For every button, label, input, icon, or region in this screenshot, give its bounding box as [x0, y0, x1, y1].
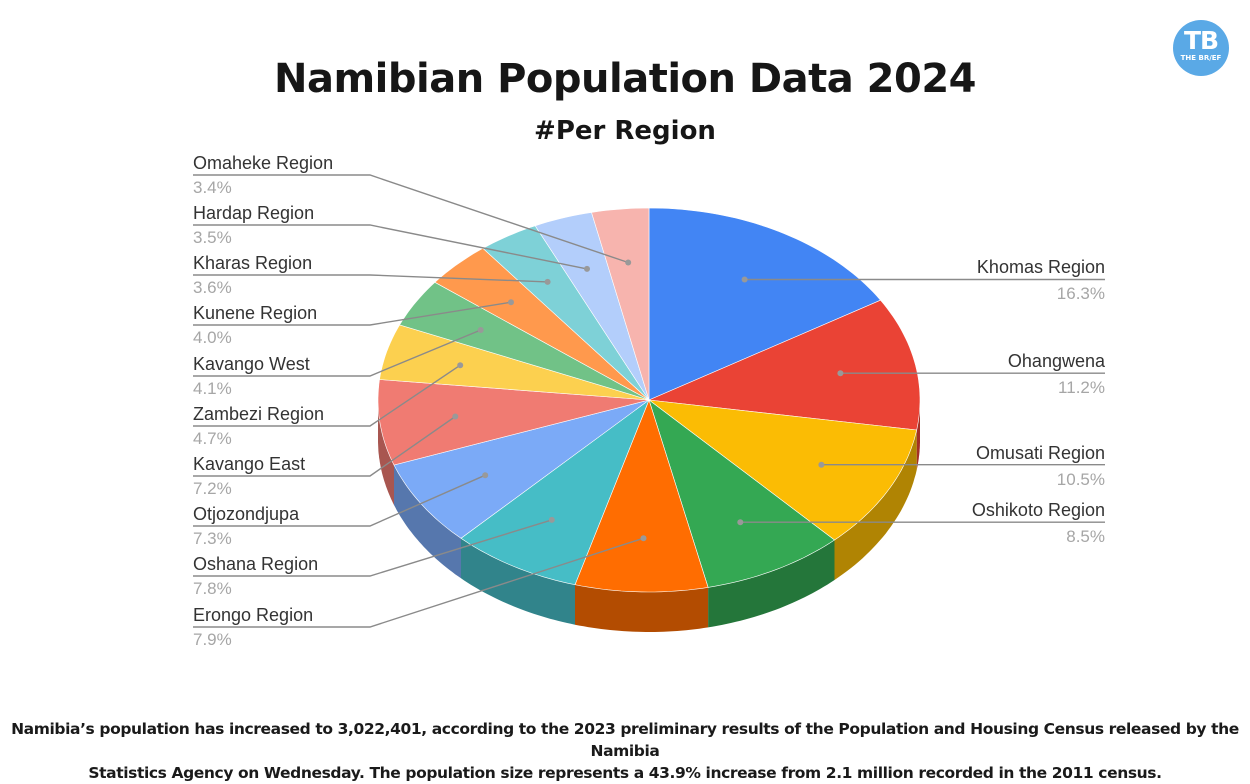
label-erongo-region: Erongo Region — [193, 605, 314, 625]
label-kavango-west: Kavango West — [193, 354, 310, 374]
pie-slices — [377, 207, 921, 593]
the-brief-logo: TB THE BR/EF — [1173, 20, 1229, 76]
value-oshana-region: 7.8% — [193, 579, 232, 598]
page-subtitle: #Per Region — [534, 116, 716, 146]
pie-side-kavango-east — [378, 400, 394, 505]
pie-slice-khomas-region[interactable] — [648, 207, 881, 401]
value-kharas-region: 3.6% — [193, 278, 232, 297]
label-ohangwena: Ohangwena — [1007, 351, 1105, 372]
pie-side-otjozondjupa — [394, 465, 461, 579]
label-kavango-east: Kavango East — [193, 454, 306, 474]
logo-name: THE BR/EF — [1180, 54, 1222, 62]
pie-side-walls — [378, 400, 920, 632]
pie-slice-oshikoto-region[interactable] — [648, 399, 836, 588]
pie-side-omusati-region — [834, 430, 917, 580]
value-omusati-region: 10.5% — [1056, 469, 1105, 489]
label-kharas-region: Kharas Region — [193, 253, 313, 273]
footer-caption: Namibia’s population has increased to 3,… — [0, 718, 1250, 784]
pie-side-erongo-region — [575, 584, 709, 632]
value-kavango-east: 7.2% — [193, 479, 232, 498]
label-otjozondjupa: Otjozondjupa — [193, 504, 300, 524]
pie-slice-omaheke-region[interactable] — [591, 207, 650, 401]
pie-slice-oshana-region[interactable] — [460, 399, 650, 586]
pie-slice-kavango-east[interactable] — [377, 379, 650, 466]
pie-slice-erongo-region[interactable] — [574, 399, 709, 593]
value-zambezi-region: 4.7% — [193, 429, 232, 448]
value-hardap-region: 3.5% — [193, 228, 232, 247]
pie-side-oshikoto-region — [708, 540, 835, 628]
label-omaheke-region: Omaheke Region — [193, 153, 334, 173]
pie-slice-kharas-region[interactable] — [482, 225, 650, 401]
label-oshikoto-region: Oshikoto Region — [971, 500, 1105, 521]
pie-slice-omusati-region[interactable] — [647, 399, 918, 541]
value-khomas-region: 16.3% — [1056, 284, 1105, 304]
pie-slice-hardap-region[interactable] — [534, 212, 650, 401]
footer-line-1: Namibia’s population has increased to 3,… — [11, 720, 1239, 760]
label-omusati-region: Omusati Region — [975, 442, 1105, 463]
callout-lines — [193, 174, 1105, 628]
footer-line-2: Statistics Agency on Wednesday. The popu… — [88, 764, 1162, 782]
label-oshana-region: Oshana Region — [193, 554, 319, 574]
value-omaheke-region: 3.4% — [193, 178, 232, 197]
value-oshikoto-region: 8.5% — [1066, 527, 1105, 547]
value-otjozondjupa: 7.3% — [193, 529, 232, 548]
pie-slice-ohangwena[interactable] — [647, 299, 921, 431]
logo-initials: TB — [1183, 26, 1219, 55]
pie-slice-otjozondjupa[interactable] — [393, 399, 650, 539]
value-erongo-region: 7.9% — [193, 630, 232, 649]
value-ohangwena: 11.2% — [1058, 378, 1105, 398]
label-kunene-region: Kunene Region — [193, 303, 318, 323]
pie-side-ohangwena — [916, 400, 920, 470]
label-zambezi-region: Zambezi Region — [193, 404, 325, 424]
pie-side-oshana-region — [461, 538, 575, 625]
label-hardap-region: Hardap Region — [193, 203, 315, 223]
value-kunene-region: 4.0% — [193, 328, 232, 347]
value-kavango-west: 4.1% — [193, 379, 232, 398]
page-title: Namibian Population Data 2024 — [274, 56, 976, 102]
label-khomas-region: Khomas Region — [976, 257, 1105, 278]
